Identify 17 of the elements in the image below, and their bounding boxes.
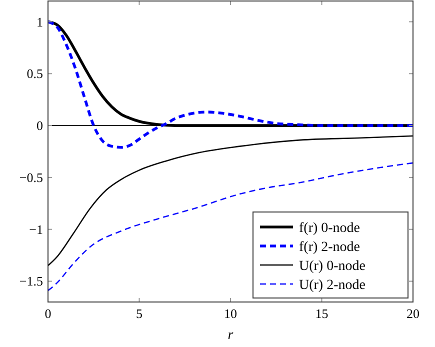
y-tick-label: 0.5 (26, 66, 43, 82)
y-tick-label: 1 (36, 14, 43, 30)
legend-label: f(r) 0-node (299, 221, 360, 236)
x-tick-label: 5 (136, 306, 142, 321)
x-tick-label: 10 (224, 306, 237, 321)
line-series (48, 162, 413, 292)
x-axis-title: r (228, 328, 234, 343)
y-tick-label: −1 (29, 222, 43, 237)
legend-label: f(r) 2-node (299, 240, 360, 255)
y-tick-label: 0 (36, 118, 43, 134)
x-tick-label: 15 (315, 306, 328, 321)
x-tick-label: 20 (406, 306, 420, 321)
y-tick-label: −1.5 (19, 274, 43, 289)
y-tick-label: −0.5 (19, 170, 43, 185)
legend-label: U(r) 2-node (299, 278, 366, 293)
legend-label: U(r) 0-node (299, 259, 366, 274)
line-series (48, 20, 413, 149)
